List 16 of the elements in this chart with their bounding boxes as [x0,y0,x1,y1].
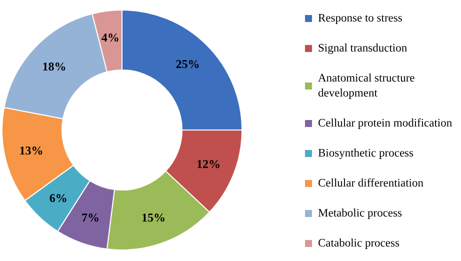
legend-label: Cellular protein modification [318,118,452,130]
legend-label: Response to stress [318,12,403,24]
legend-label: Catabolic process [318,238,400,250]
data-label: 25% [176,57,200,72]
data-label: 12% [196,157,220,172]
legend-label: Biosynthetic process [318,148,414,160]
legend-label: Anatomical structure development [318,72,418,100]
legend-label: Cellular differentiation [318,178,424,190]
data-label: 15% [142,210,166,225]
data-label: 6% [49,190,68,205]
data-label: 4% [101,30,120,45]
data-label: 7% [81,210,100,225]
legend-label: Metabolic process [318,208,403,220]
data-label: 18% [42,59,66,74]
legend-label: Signal transduction [318,42,408,54]
data-label: 13% [19,143,44,158]
